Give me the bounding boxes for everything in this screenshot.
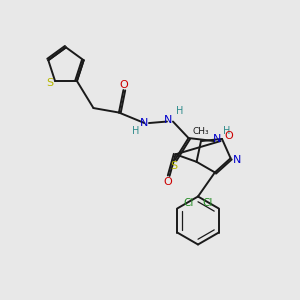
Text: S: S <box>170 161 177 171</box>
Text: N: N <box>213 134 221 144</box>
Text: N: N <box>233 155 242 165</box>
Text: N: N <box>140 118 148 128</box>
Text: H: H <box>132 126 140 136</box>
Text: Cl: Cl <box>183 198 194 208</box>
Text: N: N <box>164 115 172 125</box>
Text: O: O <box>164 177 172 187</box>
Text: Cl: Cl <box>202 198 213 208</box>
Text: H: H <box>176 106 183 116</box>
Text: H: H <box>223 125 230 136</box>
Text: CH₃: CH₃ <box>193 127 209 136</box>
Text: O: O <box>224 131 233 141</box>
Text: O: O <box>119 80 128 90</box>
Text: S: S <box>46 77 53 88</box>
